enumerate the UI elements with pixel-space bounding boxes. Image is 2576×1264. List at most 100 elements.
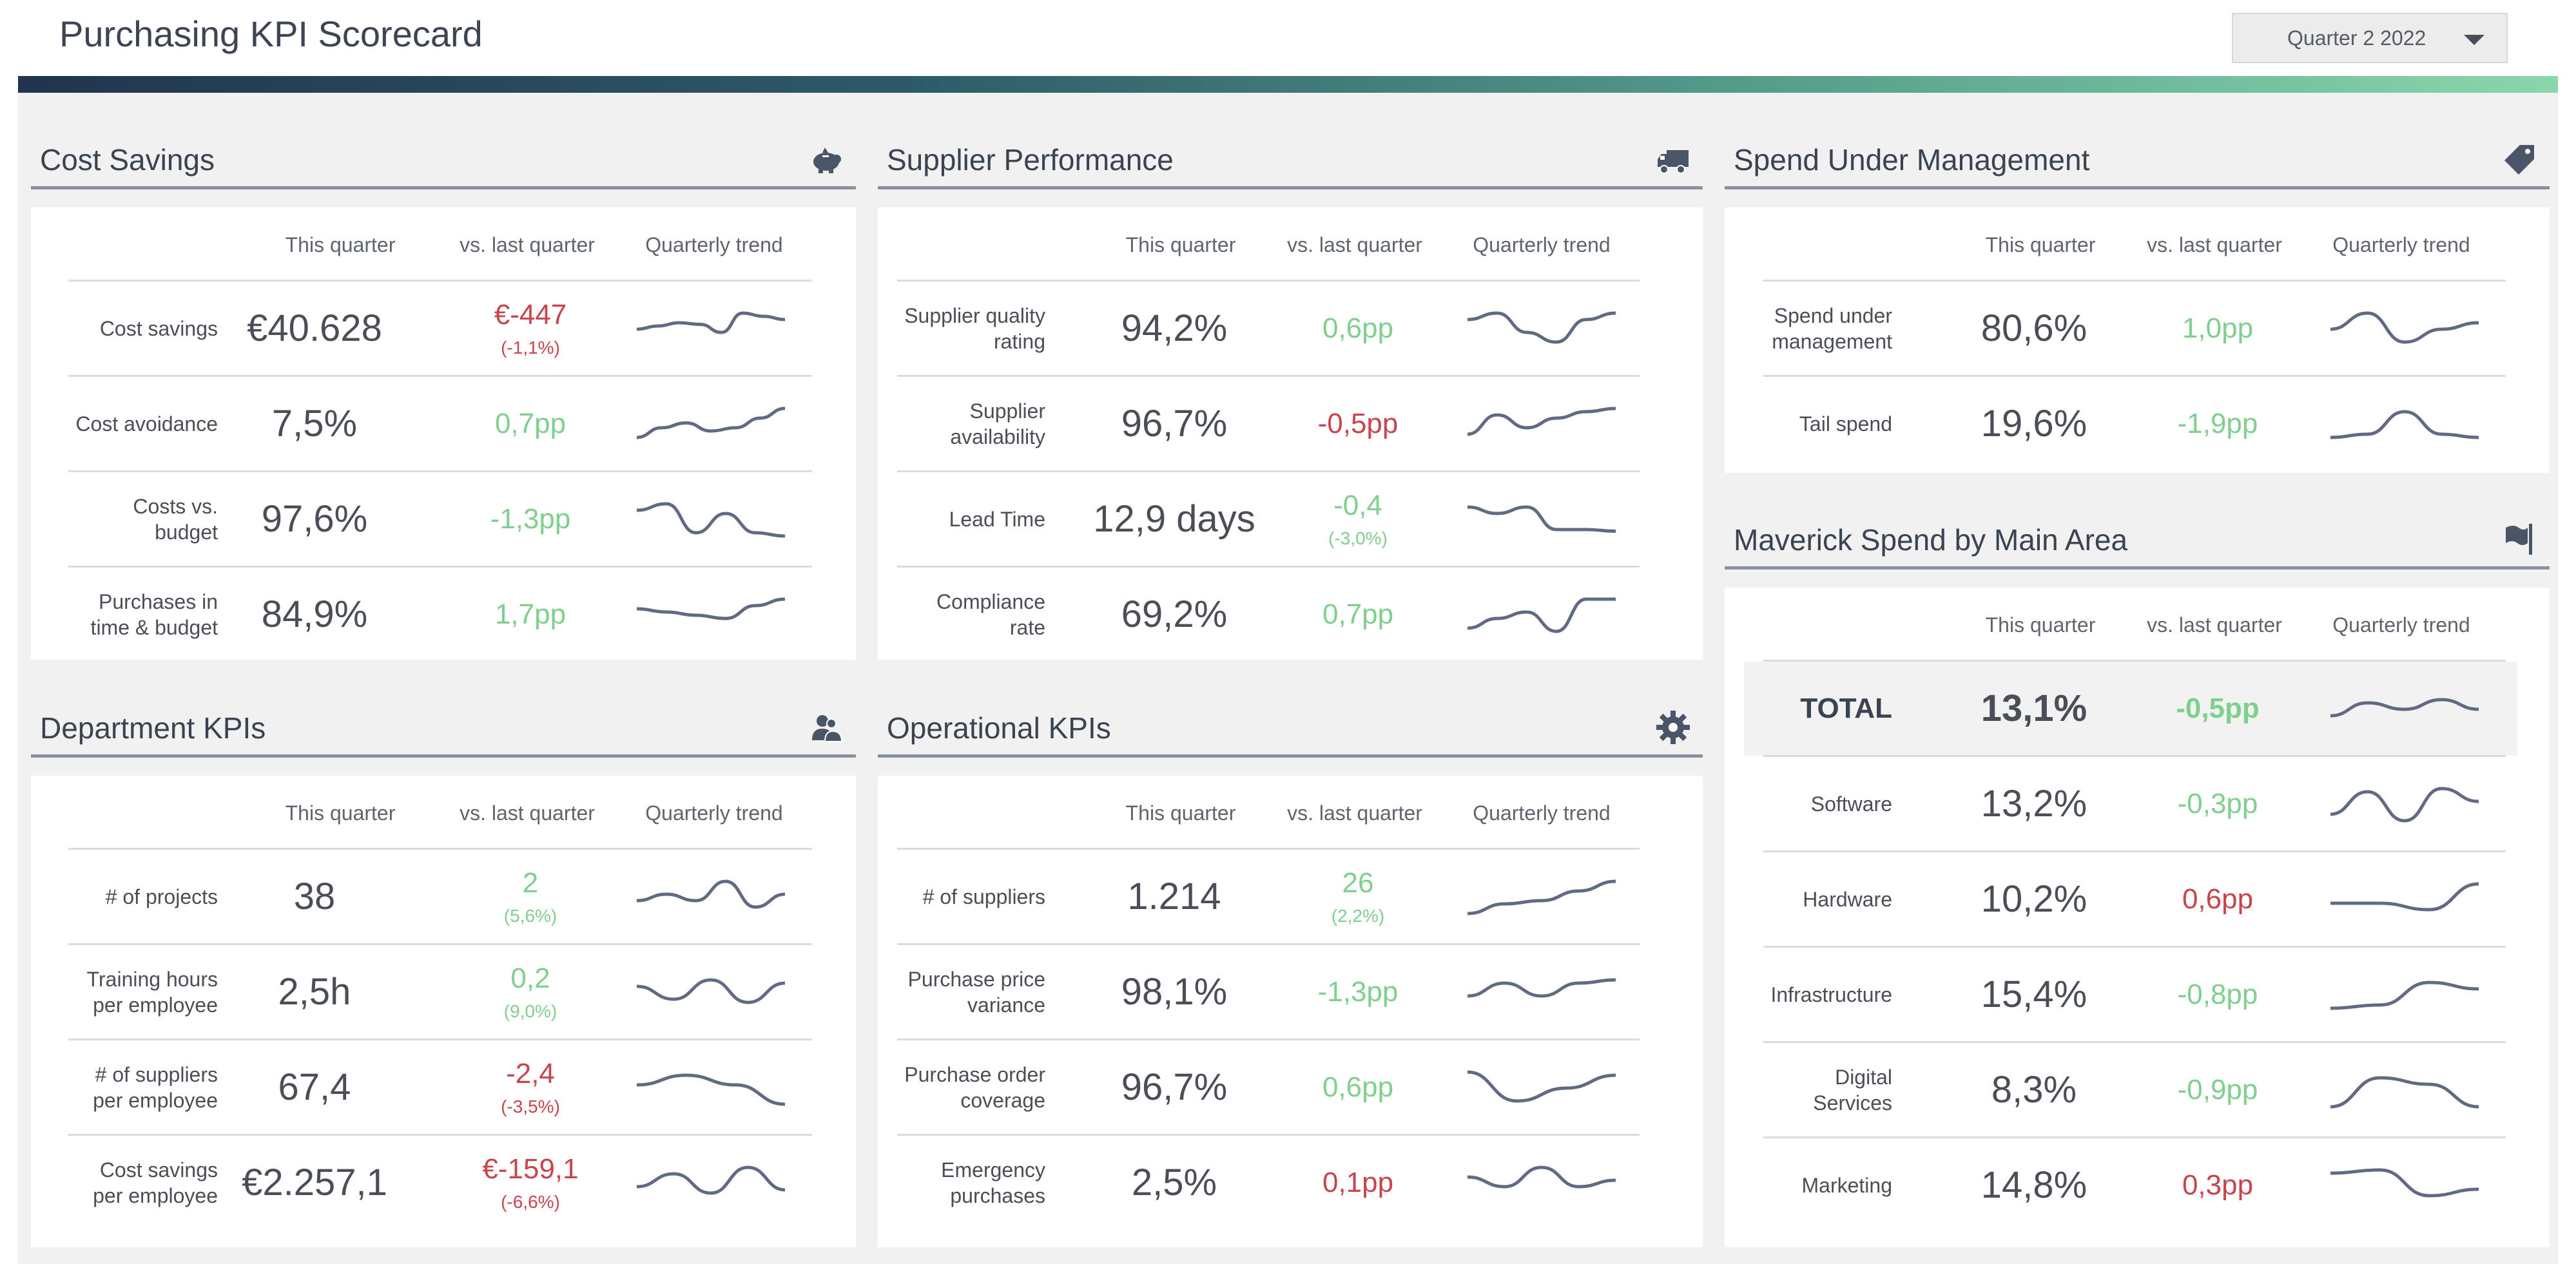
trend-line	[2330, 698, 2479, 718]
trend-sparkline	[1467, 407, 1616, 436]
trend-line	[637, 978, 785, 1004]
kpi-label: Compliance rate	[936, 589, 1045, 639]
trend-line	[2330, 882, 2479, 912]
delta-value: -0,4	[1333, 489, 1382, 521]
kpi-label: Marketing	[1801, 1173, 1893, 1197]
panel-title: Maverick Spend by Main Area	[1734, 523, 2128, 557]
kpi-value: €40.628	[247, 307, 382, 349]
delta-value: 0,7pp	[494, 407, 567, 439]
trend-line	[1467, 879, 1616, 915]
col-head-this-quarter: This quarter	[1985, 233, 2096, 256]
trend-line	[1467, 597, 1616, 633]
dashboard-canvas: Cost Savings This quarter vs. last quart…	[18, 93, 2558, 1264]
table-row: # of projects 38 2 (5,6%)	[68, 848, 812, 943]
gear-icon	[1656, 711, 1690, 744]
panel-title: Cost Savings	[40, 143, 215, 177]
panel-department-kpis: Department KPIs This quarter vs. last qu…	[31, 680, 856, 1247]
panel-title: Department KPIs	[40, 711, 266, 745]
col-head-vs-last: vs. last quarter	[460, 233, 595, 256]
trend-sparkline	[1467, 1165, 1616, 1189]
delta-percent: (-3,0%)	[1328, 528, 1388, 548]
kpi-delta: -0,3pp	[2153, 757, 2282, 850]
col-head-this-quarter: This quarter	[285, 801, 396, 825]
table-row: Cost avoidance 7,5% 0,7pp	[68, 375, 812, 470]
delta-value: 0,7pp	[1322, 598, 1394, 630]
period-dropdown[interactable]: Quarter 2 2022	[2232, 13, 2508, 63]
kpi-label: Cost savings	[99, 316, 218, 340]
trend-line	[1467, 407, 1616, 436]
page-title: Purchasing KPI Scorecard	[59, 14, 483, 54]
kpi-delta: 2 (5,6%)	[463, 850, 598, 943]
col-head-vs-last: vs. last quarter	[460, 801, 595, 825]
delta-value: 0,6pp	[1322, 312, 1394, 344]
table-row: # of suppliers 1.214 26 (2,2%)	[897, 848, 1640, 943]
table-row: Software 13,2% -0,3pp	[1763, 755, 2506, 850]
user-group-icon	[812, 715, 843, 742]
panel-card: This quarter vs. last quarter Quarterly …	[31, 207, 856, 660]
trend-line	[637, 1165, 785, 1195]
kpi-value: 96,7%	[1121, 1066, 1228, 1108]
period-dropdown-value: Quarter 2 2022	[2287, 26, 2426, 50]
panel-card: This quarter vs. last quarter Quarterly …	[878, 207, 1703, 660]
kpi-delta: 26 (2,2%)	[1290, 850, 1426, 943]
col-head-vs-last: vs. last quarter	[1287, 233, 1422, 256]
trend-line	[637, 597, 785, 620]
kpi-delta: 0,3pp	[2153, 1138, 2282, 1232]
panel-title: Supplier Performance	[887, 143, 1174, 177]
table-row: Purchase price variance 98,1% -1,3pp	[897, 943, 1640, 1039]
trend-line	[2330, 981, 2479, 1010]
table-row: Emergency purchases 2,5% 0,1pp	[897, 1134, 1640, 1229]
kpi-value: 97,6%	[261, 498, 368, 540]
table-row: Hardware 10,2% 0,6pp	[1763, 850, 2506, 946]
piggy-bank-icon	[813, 148, 841, 173]
panel-title: Spend Under Management	[1734, 143, 2090, 177]
panel-title: Operational KPIs	[887, 711, 1111, 745]
table-row: Tail spend 19,6% -1,9pp	[1763, 375, 2506, 470]
kpi-value: 69,2%	[1121, 593, 1228, 635]
col-head-this-quarter: This quarter	[285, 233, 396, 256]
panel-maverick-spend: Maverick Spend by Main Area This quarter…	[1725, 492, 2550, 1247]
panel-header: Supplier Performance	[878, 112, 1703, 189]
delta-value: -1,9pp	[2177, 407, 2258, 439]
chevron-down-icon[interactable]	[2464, 35, 2484, 45]
kpi-value: 84,9%	[261, 593, 368, 635]
delta-value: -1,3pp	[490, 503, 571, 535]
kpi-label: Emergency purchases	[941, 1158, 1045, 1207]
trend-line	[637, 407, 785, 439]
delta-percent: (5,6%)	[503, 905, 557, 926]
kpi-label: # of projects	[105, 885, 218, 908]
kpi-delta: -1,3pp	[1290, 945, 1426, 1039]
kpi-label: Digital Services	[1813, 1065, 1892, 1115]
trend-line	[637, 1073, 785, 1106]
kpi-delta: 1,7pp	[463, 568, 598, 661]
delta-value: 0,2	[510, 962, 550, 994]
panel-card: This quarter vs. last quarter Quarterly …	[1725, 588, 2550, 1247]
table-row: Infrastructure 15,4% -0,8pp	[1763, 946, 2506, 1041]
kpi-label: TOTAL	[1800, 692, 1892, 724]
trend-sparkline	[637, 502, 785, 538]
table-row: # of suppliers per employee 67,4 -2,4 (-3,5…	[68, 1039, 812, 1134]
trend-sparkline	[637, 597, 785, 620]
kpi-label: Lead Time	[949, 507, 1045, 531]
table-row: Compliance rate 69,2% 0,7pp	[897, 566, 1640, 661]
trend-sparkline	[2330, 311, 2479, 344]
table-row: Purchases in time & budget 84,9% 1,7pp	[68, 566, 812, 661]
kpi-label: Software	[1810, 792, 1892, 816]
delta-value: -2,4	[506, 1057, 555, 1089]
table-row: Digital Services 8,3% -0,9pp	[1763, 1041, 2506, 1136]
trend-line	[2330, 410, 2479, 439]
kpi-value: 14,8%	[1980, 1164, 2087, 1206]
delta-percent: (9,0%)	[503, 1001, 557, 1021]
trend-line	[637, 879, 785, 909]
col-head-vs-last: vs. last quarter	[2147, 233, 2282, 256]
kpi-label: Tail spend	[1799, 412, 1892, 436]
kpi-label: Supplier availability	[950, 399, 1045, 448]
trend-sparkline	[637, 1073, 785, 1106]
col-head-vs-last: vs. last quarter	[1287, 801, 1422, 825]
trend-line	[1467, 1070, 1616, 1103]
trend-line	[1467, 505, 1616, 533]
trend-sparkline	[637, 1165, 785, 1195]
trend-sparkline	[2330, 787, 2479, 823]
panel-card: This quarter vs. last quarter Quarterly …	[878, 776, 1703, 1247]
delta-value: 2	[522, 867, 539, 899]
